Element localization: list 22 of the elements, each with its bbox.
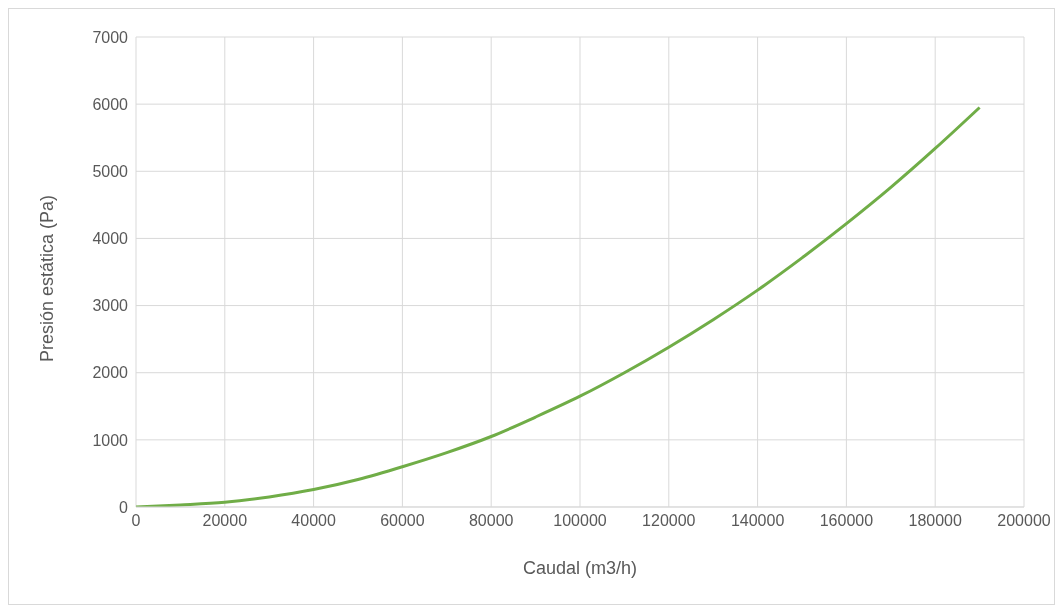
y-tick-label: 7000 <box>92 28 129 46</box>
x-tick-label: 80000 <box>468 512 514 530</box>
y-axis-title: Presión estática (Pa) <box>37 194 58 362</box>
y-tick-label: 3000 <box>92 297 129 315</box>
x-tick-label: 40000 <box>291 512 336 530</box>
line-series <box>136 106 982 507</box>
y-tick-label: 6000 <box>92 95 129 113</box>
y-tick-label: 2000 <box>92 364 129 382</box>
x-tick-label: 160000 <box>819 512 874 530</box>
x-tick-label: 60000 <box>380 512 425 530</box>
y-tick-label: 0 <box>119 498 129 516</box>
x-tick-label: 100000 <box>553 512 607 530</box>
x-tick-label: 0 <box>131 512 141 530</box>
x-tick-label: 20000 <box>202 512 248 530</box>
y-tick-label: 5000 <box>92 162 129 180</box>
x-tick-label: 180000 <box>908 512 962 530</box>
y-tick-label: 4000 <box>92 230 129 248</box>
x-axis-title: Caudal (m3/h) <box>522 558 638 578</box>
x-tick-label: 200000 <box>997 512 1051 530</box>
x-tick-label: 140000 <box>730 512 785 530</box>
y-tick-label: 1000 <box>92 431 129 449</box>
x-tick-label: 120000 <box>642 512 696 530</box>
